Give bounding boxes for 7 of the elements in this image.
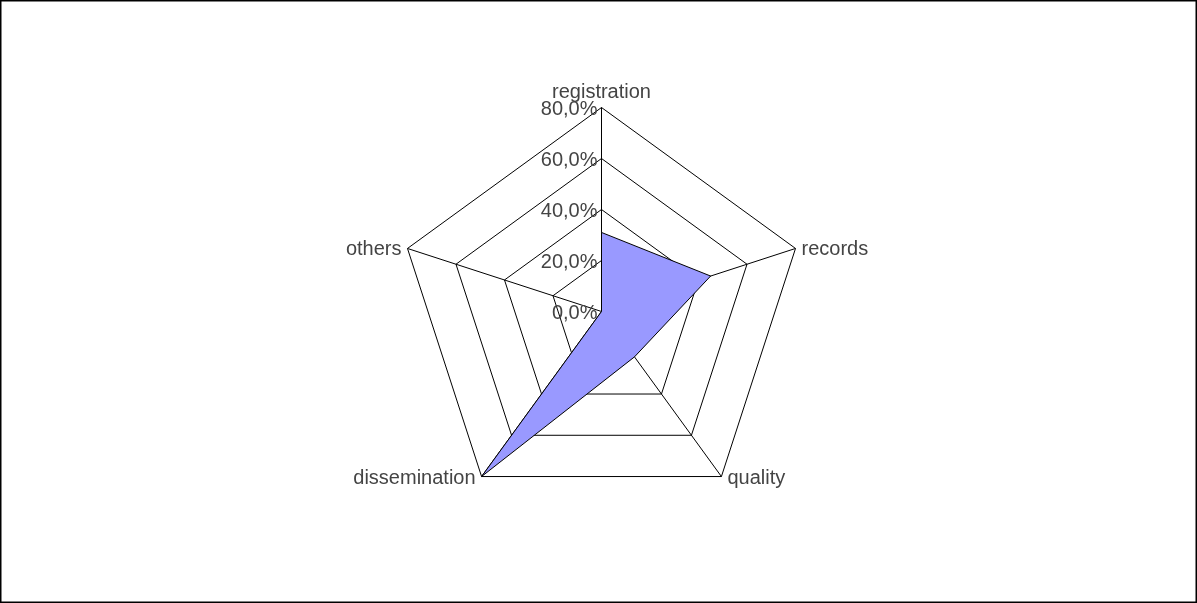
y-tick-label: 20,0% xyxy=(540,249,598,272)
spoke-label: dissemination xyxy=(353,465,476,488)
spoke-label: records xyxy=(801,237,869,260)
y-tick-label: 40,0% xyxy=(540,198,598,221)
spoke-label: quality xyxy=(727,465,786,488)
y-tick-label: 60,0% xyxy=(540,147,598,170)
spoke-label: others xyxy=(345,237,402,260)
